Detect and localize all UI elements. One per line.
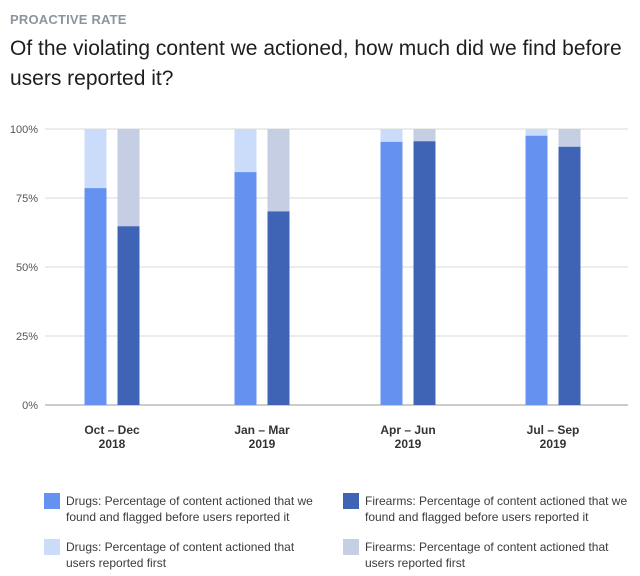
bar-firearms-reported-3 [558, 129, 581, 147]
legend-swatch-drugs-reported [44, 539, 60, 555]
bar-drugs-reported-3 [525, 129, 548, 136]
x-category-label-0-line-0: Oct – Dec [84, 423, 140, 437]
bar-firearms-proactive-0 [117, 226, 140, 405]
bar-drugs-proactive-3 [525, 135, 548, 405]
bar-drugs-reported-1 [234, 129, 257, 173]
bar-drugs-reported-2 [380, 129, 403, 142]
x-category-label-1-line-1: 2019 [249, 437, 276, 451]
bar-firearms-reported-1 [267, 129, 290, 212]
y-tick-label-25: 25% [16, 331, 38, 343]
bar-firearms-proactive-1 [267, 211, 290, 405]
bar-firearms-reported-2 [413, 129, 436, 142]
legend-item-drugs-reported[interactable]: Drugs: Percentage of content actioned th… [44, 539, 314, 571]
bar-drugs-proactive-1 [234, 172, 257, 405]
bar-firearms-proactive-2 [413, 141, 436, 406]
x-category-label-2-line-0: Apr – Jun [380, 423, 435, 437]
y-tick-label-75: 75% [16, 193, 38, 205]
bar-firearms-reported-0 [117, 129, 140, 227]
legend-item-firearms-proactive[interactable]: Firearms: Percentage of content actioned… [343, 493, 633, 525]
x-category-label-1-line-0: Jan – Mar [234, 423, 290, 437]
legend-item-firearms-reported[interactable]: Firearms: Percentage of content actioned… [343, 539, 633, 571]
y-tick-label-100: 100% [10, 124, 38, 136]
x-category-label-2-line-1: 2019 [395, 437, 422, 451]
bar-drugs-proactive-2 [380, 141, 403, 406]
bar-drugs-reported-0 [84, 129, 107, 189]
legend-label-firearms-reported: Firearms: Percentage of content actioned… [365, 540, 609, 570]
legend-label-drugs-reported: Drugs: Percentage of content actioned th… [66, 540, 295, 570]
legend-label-drugs-proactive: Drugs: Percentage of content actioned th… [66, 494, 313, 524]
y-tick-label-0: 0% [22, 400, 38, 412]
legend-swatch-firearms-reported [343, 539, 359, 555]
bar-drugs-proactive-0 [84, 188, 107, 405]
legend-swatch-firearms-proactive [343, 493, 359, 509]
y-tick-label-50: 50% [16, 262, 38, 274]
x-category-label-3-line-0: Jul – Sep [527, 423, 580, 437]
x-category-label-0-line-1: 2018 [99, 437, 126, 451]
chart-title: Of the violating content we actioned, ho… [10, 37, 622, 90]
bar-firearms-proactive-3 [558, 146, 581, 405]
chart-eyebrow: PROACTIVE RATE [10, 12, 127, 27]
legend-swatch-drugs-proactive [44, 493, 60, 509]
legend-item-drugs-proactive[interactable]: Drugs: Percentage of content actioned th… [44, 493, 324, 525]
x-category-label-3-line-1: 2019 [540, 437, 567, 451]
legend-label-firearms-proactive: Firearms: Percentage of content actioned… [365, 494, 628, 524]
